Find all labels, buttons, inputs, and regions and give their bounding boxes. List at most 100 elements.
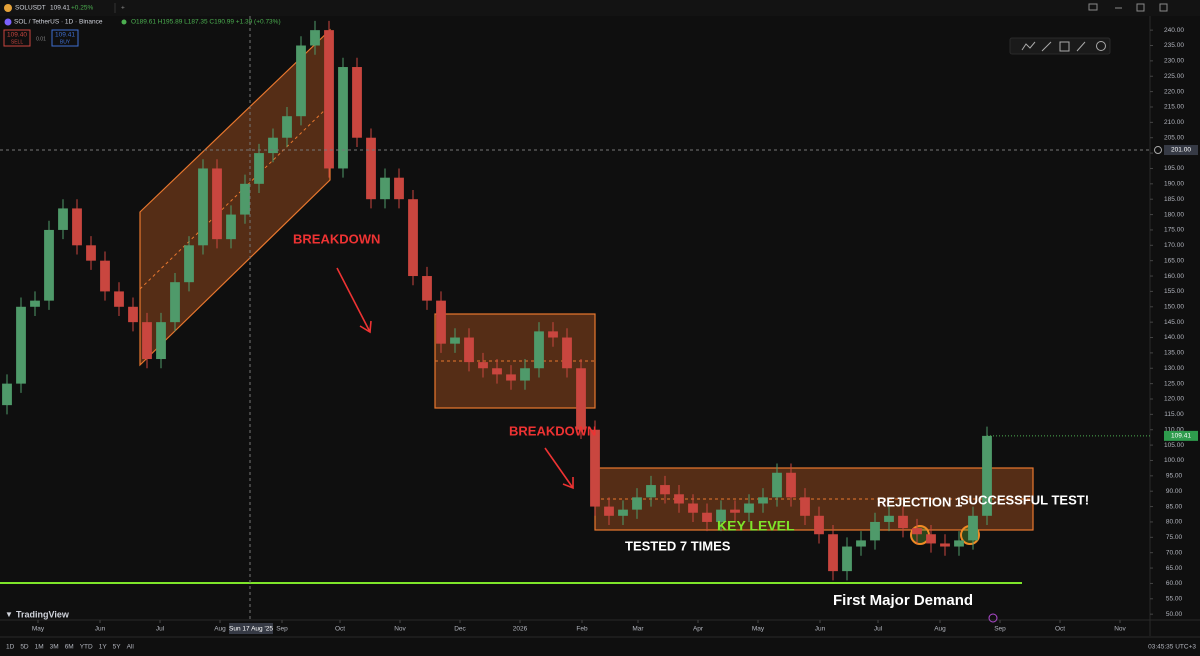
y-tick-label: 215.00 (1164, 104, 1184, 111)
new-tab[interactable]: + (121, 5, 125, 12)
candle-body (548, 331, 558, 338)
x-tick-label: May (32, 626, 45, 633)
range-button[interactable]: All (127, 644, 135, 651)
candle-body (828, 534, 838, 572)
arrow-head (359, 320, 372, 334)
candle-body (856, 540, 866, 547)
tool-arrow[interactable] (1076, 41, 1086, 52)
candle-body (576, 368, 586, 430)
candle-body (324, 30, 334, 169)
candle-body (464, 337, 474, 363)
candle-body (72, 208, 82, 246)
tool-more[interactable] (1096, 41, 1106, 51)
crosshair-price-tag (1164, 145, 1198, 156)
symbol[interactable]: SOLUSDT (15, 5, 46, 12)
candle-body (30, 300, 40, 307)
candle-body (968, 515, 978, 541)
candle-body (408, 199, 418, 277)
range-button[interactable]: 6M (65, 644, 74, 651)
range-button[interactable]: YTD (80, 644, 93, 651)
restore[interactable] (1159, 3, 1168, 12)
candle-body (534, 331, 544, 369)
range-button[interactable]: 3M (50, 644, 59, 651)
tool-rect[interactable] (1059, 41, 1070, 52)
y-tick-label: 65.00 (1166, 565, 1183, 572)
candle-body (492, 368, 502, 375)
annotation: KEY LEVEL (717, 518, 795, 534)
y-tick-label: 140.00 (1164, 334, 1184, 341)
candle-body (800, 497, 810, 516)
candle-body (58, 208, 68, 230)
sell-button[interactable] (3, 29, 31, 47)
candle-body (926, 534, 936, 544)
candle-body (758, 497, 768, 504)
range-button[interactable]: 1Y (99, 644, 108, 651)
range-button[interactable]: 1D (6, 644, 15, 651)
maximize[interactable] (1136, 3, 1145, 12)
candle-body (716, 509, 726, 522)
candle-body (912, 528, 922, 535)
y-tick-label: 190.00 (1164, 181, 1184, 188)
x-tick-label: Nov (394, 626, 406, 633)
candle-body (940, 543, 950, 547)
x-tick-label: Oct (335, 626, 345, 633)
y-tick-label: 155.00 (1164, 288, 1184, 295)
x-tick-label: Aug (214, 626, 226, 633)
y-tick-label: 230.00 (1164, 58, 1184, 65)
candle-body (184, 245, 194, 283)
candle-body (2, 383, 12, 406)
candle-body (520, 368, 530, 381)
brand: TradingView (16, 609, 70, 619)
candle-body (156, 322, 166, 360)
instrument: SOL / TetherUS · 1D · Binance (14, 19, 103, 26)
x-tick-label: Jun (815, 626, 826, 633)
x-tick-label: 2026 (513, 626, 528, 633)
candle-body (366, 137, 376, 200)
crosshair-date-tag (229, 623, 273, 634)
change: +0.25% (71, 5, 93, 12)
buy-button[interactable] (51, 29, 79, 47)
tool-line[interactable] (1041, 41, 1052, 52)
y-tick-label: 120.00 (1164, 396, 1184, 403)
x-tick-label: Nov (1114, 626, 1126, 633)
x-tick-label: Sep (276, 626, 288, 633)
top-bar (0, 0, 1200, 16)
y-tick-label: 180.00 (1164, 211, 1184, 218)
range-button[interactable]: 1M (35, 644, 44, 651)
channel-mid (139, 104, 331, 290)
y-tick-label: 165.00 (1164, 257, 1184, 264)
candle-body (590, 429, 600, 507)
last-price: 109.41 (1171, 433, 1191, 440)
y-tick-label: 75.00 (1166, 534, 1183, 541)
candle-body (744, 503, 754, 513)
y-tick-label: 125.00 (1164, 380, 1184, 387)
candle-body (660, 485, 670, 495)
candle-body (142, 322, 152, 360)
crosshair-add (1154, 146, 1162, 155)
ohlc: O189.61 H195.89 L187.35 C190.99 +1.39 (+… (131, 19, 281, 26)
candle-body (674, 494, 684, 504)
candle-body (114, 291, 124, 307)
candle-body (240, 183, 250, 215)
y-tick-label: 115.00 (1164, 411, 1184, 418)
candle-body (212, 168, 222, 240)
candle-body (128, 306, 138, 323)
range-button[interactable]: 5D (20, 644, 29, 651)
arrow (336, 267, 371, 333)
annotation: TESTED 7 TIMES (625, 538, 731, 553)
brand-mark: ▼ (5, 610, 13, 619)
annotation: BREAKDOWN (509, 423, 596, 438)
tool-trend[interactable] (1021, 41, 1036, 51)
candle-body (254, 153, 264, 184)
range-button[interactable]: 5Y (113, 644, 122, 651)
annotation: First Major Demand (833, 592, 973, 609)
candle-body (310, 30, 320, 46)
arrow (544, 447, 574, 489)
crosshair-date: Sun 17 Aug '25 (229, 626, 273, 633)
y-tick-label: 145.00 (1164, 319, 1184, 326)
x-tick-label: Dec (454, 626, 466, 633)
event-marker[interactable] (988, 613, 998, 623)
candle-body (702, 512, 712, 522)
y-tick-label: 110.00 (1164, 426, 1184, 433)
layout-icon[interactable] (1088, 3, 1098, 11)
